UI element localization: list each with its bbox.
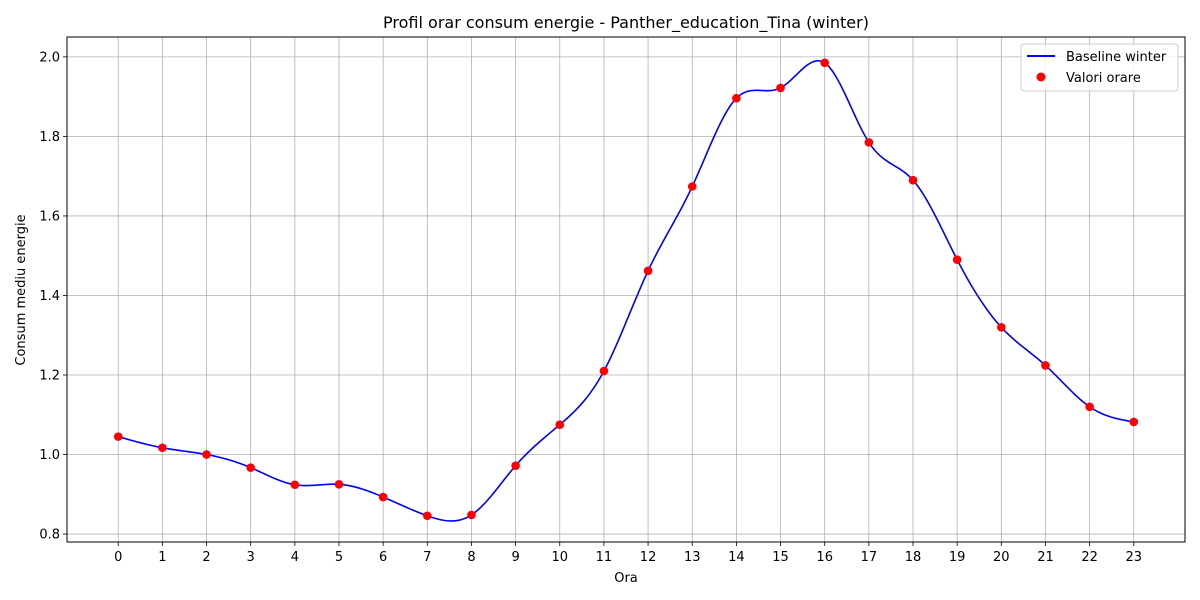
- x-tick-label: 17: [861, 550, 878, 565]
- x-tick-label: 23: [1126, 550, 1143, 565]
- x-tick-label: 6: [379, 550, 387, 565]
- hourly-value-point: [334, 480, 344, 489]
- x-tick-label: 20: [993, 550, 1010, 565]
- y-tick-label: 1.6: [39, 209, 60, 224]
- hourly-value-point: [1129, 417, 1139, 427]
- plot-frame: [66, 36, 1186, 543]
- hourly-value-point: [908, 175, 918, 185]
- x-tick-label: 5: [335, 550, 343, 565]
- axes-frame: [66, 36, 1186, 543]
- x-tick-label: 4: [291, 550, 299, 565]
- x-tick-label: 18: [905, 550, 922, 565]
- x-tick-label: 0: [114, 550, 122, 565]
- legend-box: [1020, 43, 1179, 92]
- legend-marker-swatch: [1036, 72, 1046, 82]
- x-tick-label: 9: [511, 550, 519, 565]
- hourly-value-point: [732, 93, 741, 103]
- x-tick-label: 3: [247, 550, 255, 565]
- y-tick-label: 1.4: [39, 289, 60, 304]
- hourly-value-point: [555, 420, 565, 429]
- x-tick-label: 7: [423, 550, 431, 565]
- tick-layer: 0 1 2 3 4 5 6 7 8 9 10 11 12 13 14 15 16 17 18 19 20 21 22 230.…: [39, 50, 1142, 565]
- hourly-value-point: [1041, 361, 1050, 370]
- x-axis-title: Ora: [614, 571, 638, 586]
- y-axis-title: Consum mediu energie: [14, 214, 29, 365]
- legend-label-hourly-values: Valori orare: [1066, 71, 1141, 86]
- hourly-value-point: [776, 83, 785, 93]
- hourly-value-point: [467, 510, 476, 520]
- y-tick-label: 1.0: [39, 448, 60, 463]
- x-tick-label: 15: [772, 550, 789, 565]
- hourly-value-point: [599, 366, 609, 376]
- hourly-value-point: [378, 492, 388, 502]
- hourly-value-point: [864, 138, 874, 147]
- grid: [67, 37, 1185, 542]
- x-tick-label: 2: [202, 550, 210, 565]
- y-tick-label: 1.8: [39, 130, 60, 145]
- y-tick-label: 0.8: [39, 528, 60, 543]
- y-tick-label: 2.0: [39, 50, 60, 65]
- hourly-value-point: [290, 480, 300, 490]
- x-tick-label: 10: [551, 550, 568, 565]
- hourly-value-point: [997, 322, 1006, 332]
- hourly-value-point: [423, 511, 432, 521]
- hourly-value-point: [158, 443, 167, 453]
- legend-label-baseline: Baseline winter: [1066, 50, 1167, 65]
- hourly-value-point: [511, 461, 520, 470]
- hourly-value-point: [643, 266, 653, 276]
- legend: Baseline winter Valori orare: [1020, 43, 1179, 92]
- x-tick-label: 22: [1081, 550, 1098, 565]
- hourly-value-point: [820, 58, 829, 68]
- hourly-value-point: [246, 463, 255, 472]
- x-tick-label: 12: [640, 550, 657, 565]
- x-tick-label: 13: [684, 550, 701, 565]
- hourly-value-point: [687, 182, 697, 191]
- x-tick-label: 8: [467, 550, 475, 565]
- hourly-value-point: [1085, 402, 1094, 412]
- baseline-winter-line: [118, 59, 1134, 522]
- y-tick-label: 1.2: [39, 368, 60, 383]
- chart-title: Profil orar consum energie - Panther_edu…: [383, 13, 869, 33]
- hourly-value-point: [202, 450, 211, 459]
- x-tick-label: 14: [728, 550, 745, 565]
- hourly-value-point: [952, 255, 962, 264]
- x-tick-label: 11: [596, 550, 613, 565]
- x-tick-label: 19: [949, 550, 966, 565]
- x-tick-label: 1: [158, 550, 166, 565]
- x-tick-label: 21: [1037, 550, 1054, 565]
- x-tick-label: 16: [816, 550, 833, 565]
- hourly-value-point: [113, 432, 123, 441]
- series-layer: [113, 58, 1139, 522]
